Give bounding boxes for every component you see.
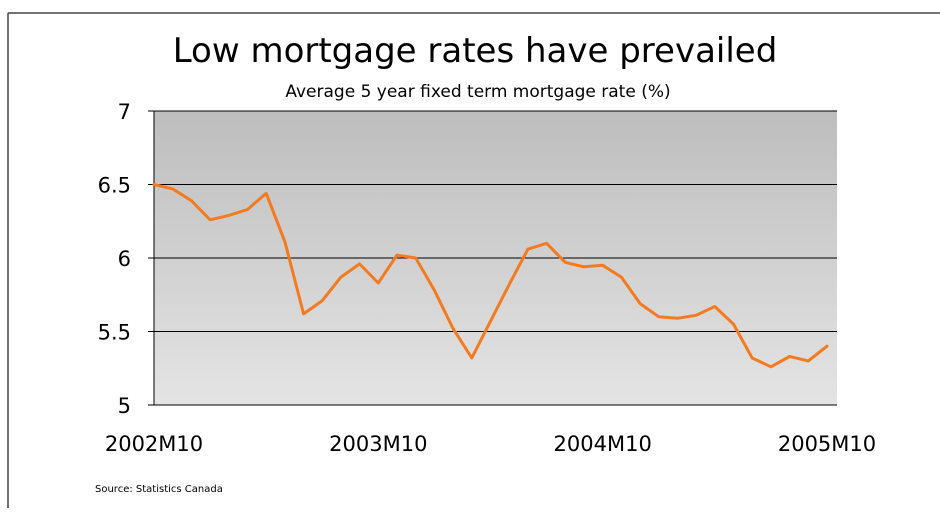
x-tick-label: 2005M10 [778, 432, 876, 456]
y-tick-label: 6 [118, 247, 131, 271]
x-tick-labels: 2002M10 2003M10 2004M10 2005M10 [105, 432, 876, 456]
series-line-mortgage-rate [152, 183, 829, 369]
x-tick-label: 2003M10 [329, 432, 427, 456]
x-tick-label: 2004M10 [554, 432, 652, 456]
x-tick-label: 2002M10 [105, 432, 203, 456]
y-tick-marks [148, 110, 154, 406]
y-tick-label: 6.5 [98, 174, 131, 198]
gridlines [154, 110, 837, 332]
y-tick-labels: 5 5.5 6 6.5 7 [98, 100, 131, 418]
y-tick-label: 5.5 [98, 321, 131, 345]
source-note: Source: Statistics Canada [95, 484, 223, 495]
chart-subtitle: Average 5 year fixed term mortgage rate … [285, 82, 670, 102]
chart-title: Low mortgage rates have prevailed [173, 31, 778, 71]
y-tick-label: 5 [118, 394, 131, 418]
y-tick-label: 7 [118, 100, 131, 124]
